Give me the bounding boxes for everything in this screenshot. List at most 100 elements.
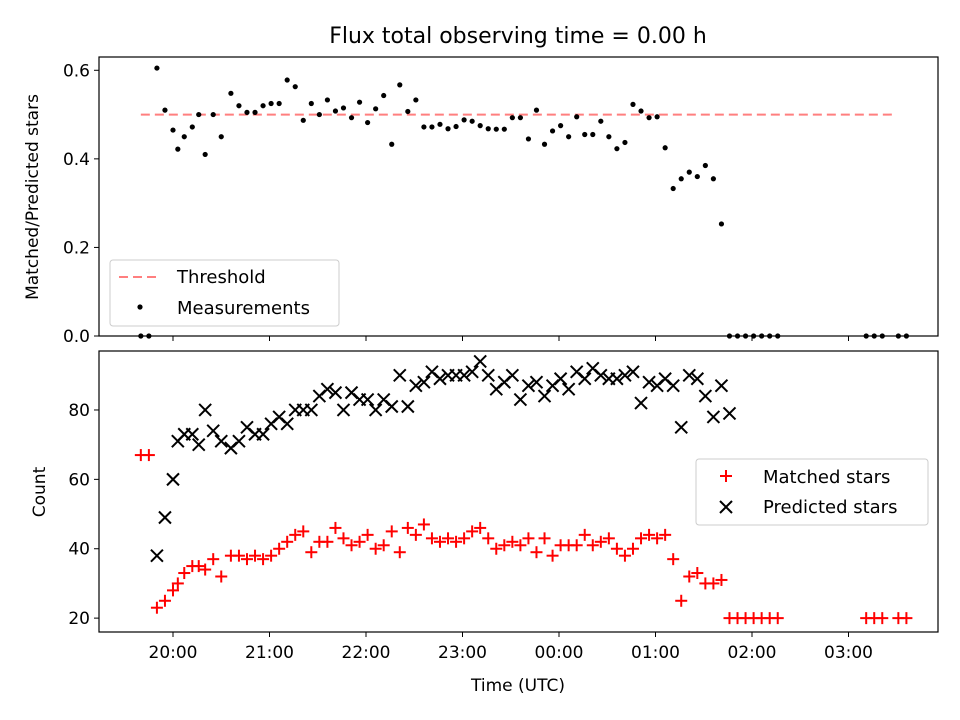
measurement-point (461, 117, 467, 123)
predicted-point (192, 437, 206, 452)
predicted-point (537, 389, 552, 403)
measurement-point (340, 105, 347, 111)
predicted-point (561, 382, 576, 396)
measurement-point (405, 108, 411, 115)
matched-point (167, 584, 179, 597)
x-tick-label: 20:00 (149, 643, 198, 663)
measurement-point (606, 134, 612, 140)
legend-measurements-swatch (137, 304, 143, 310)
bottom-xlabel: Time (UTC) (470, 676, 565, 696)
measurement-point (421, 124, 427, 130)
matched-point (771, 612, 784, 625)
matched-point (474, 521, 487, 534)
matched-point (425, 532, 438, 545)
predicted-point (280, 417, 294, 431)
predicted-point (666, 378, 680, 393)
measurement-point (646, 115, 652, 121)
measurement-point (397, 82, 403, 88)
measurement-point (373, 106, 379, 112)
predicted-point (706, 410, 721, 424)
measurement-point (558, 123, 564, 129)
matched-point (215, 570, 228, 583)
matched-point (458, 532, 471, 545)
measurement-point (348, 115, 355, 121)
matched-point (240, 553, 253, 566)
matched-point (466, 525, 479, 538)
measurement-point (493, 126, 499, 132)
measurement-point (300, 117, 306, 123)
measurement-point (324, 97, 330, 103)
matched-point (171, 577, 184, 590)
predicted-point (674, 420, 688, 435)
predicted-point (256, 427, 270, 441)
matched-point (900, 612, 913, 625)
measurement-point (244, 109, 250, 115)
matched-point (514, 539, 527, 552)
predicted-point (481, 368, 495, 382)
measurement-point (162, 107, 168, 113)
matched-point (192, 560, 205, 573)
matched-point (635, 532, 648, 545)
matched-point (409, 528, 422, 541)
predicted-point (505, 368, 520, 382)
predicted-point (393, 368, 407, 382)
matched-point (232, 549, 245, 562)
predicted-point (368, 403, 383, 417)
matched-point (393, 546, 406, 559)
measurement-points (138, 65, 910, 339)
predicted-point (206, 424, 220, 438)
legend-matched-marker (720, 470, 732, 482)
predicted-point (304, 403, 319, 417)
measurement-point (718, 221, 725, 227)
measurement-point (525, 136, 532, 142)
x-tick-label: 03:00 (824, 643, 873, 663)
y-tick-label: 40 (68, 540, 90, 560)
measurement-point (686, 169, 692, 175)
predicted-point (473, 354, 487, 369)
top-panel: Matched/Predicted stars 0.0 0.2 0.4 0.6 Thr… (23, 56, 939, 347)
top-ylabel: Matched/Predicted stars (23, 94, 43, 300)
matched-star-points (134, 449, 913, 625)
bottom-y-ticks: 20 40 60 80 (68, 401, 99, 629)
predicted-point (634, 396, 648, 410)
legend-matched-label: Matched stars (763, 467, 890, 488)
measurement-point (268, 100, 274, 107)
predicted-point (401, 399, 415, 414)
x-tick-label: 02:00 (728, 643, 777, 663)
matched-point (450, 535, 463, 548)
matched-point (683, 570, 696, 583)
predicted-point (433, 372, 447, 386)
matched-point (626, 542, 639, 555)
measurement-point (702, 162, 708, 169)
measurement-point (477, 123, 483, 129)
matched-point (530, 546, 543, 559)
measurement-point (260, 103, 266, 109)
matched-point (602, 532, 615, 545)
matched-point (506, 535, 519, 548)
measurement-point (662, 145, 668, 151)
measurement-point (590, 131, 596, 138)
matched-point (538, 532, 551, 545)
predicted-point (626, 365, 640, 379)
measurement-point (170, 127, 176, 133)
measurement-point (574, 114, 580, 120)
measurement-point (694, 173, 700, 180)
measurement-point (582, 131, 588, 138)
measurement-point (181, 134, 187, 140)
measurement-point (202, 151, 208, 158)
y-tick-label: 80 (68, 401, 90, 421)
measurement-point (210, 111, 216, 118)
predicted-point (417, 375, 431, 389)
measurement-point (437, 121, 443, 127)
matched-point (522, 532, 535, 545)
predicted-point (521, 378, 536, 393)
matched-point (265, 549, 278, 562)
measurement-point (566, 134, 572, 140)
matched-point (586, 539, 599, 552)
predicted-point (690, 372, 705, 386)
matched-point (273, 542, 286, 555)
measurement-point (429, 124, 435, 130)
measurement-point (218, 134, 224, 140)
matched-point (667, 553, 680, 566)
